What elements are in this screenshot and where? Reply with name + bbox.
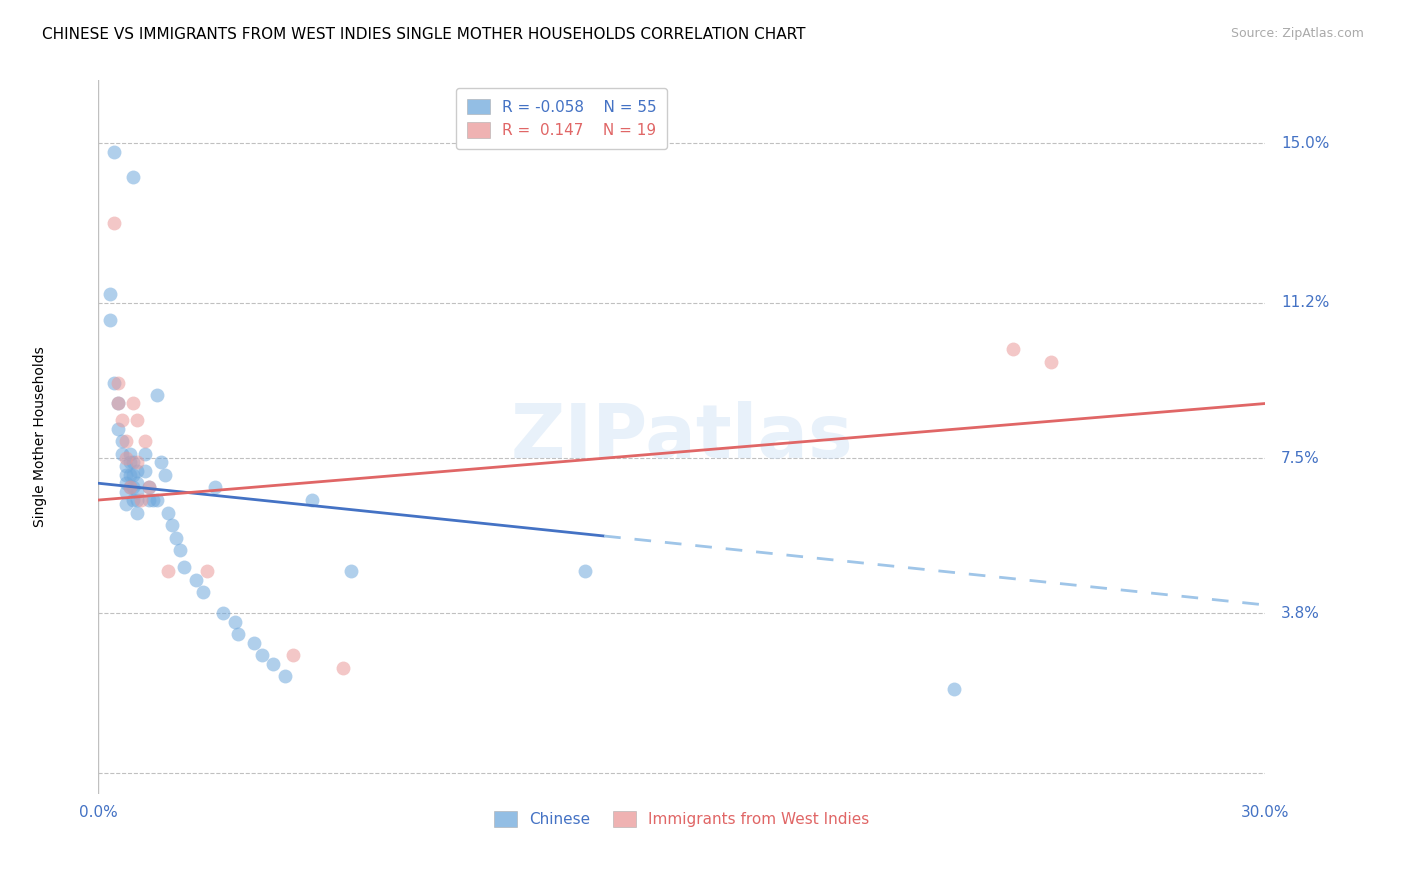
Point [301, 493, 323, 508]
Point [340, 565, 363, 579]
Point [165, 531, 187, 545]
Point [169, 543, 191, 558]
Point [103, 145, 125, 159]
Point [114, 497, 136, 511]
Point [107, 422, 129, 436]
Point [146, 493, 169, 508]
Point [122, 169, 145, 184]
Point [98, 312, 121, 326]
Point [134, 434, 156, 449]
Point [114, 476, 136, 491]
Point [127, 484, 149, 499]
Point [250, 648, 273, 663]
Point [281, 648, 304, 663]
Point [274, 669, 297, 683]
Point [142, 493, 165, 508]
Point [173, 560, 195, 574]
Point [103, 376, 125, 390]
Point [122, 467, 145, 482]
Point [98, 287, 121, 301]
Point [118, 480, 141, 494]
Point [127, 476, 149, 491]
Point [157, 565, 180, 579]
Point [118, 480, 141, 494]
Point [138, 493, 160, 508]
Point [107, 376, 129, 390]
Point [146, 388, 169, 402]
Point [122, 396, 145, 410]
Text: 7.5%: 7.5% [1281, 450, 1320, 466]
Point [127, 413, 149, 427]
Point [943, 681, 966, 696]
Point [118, 447, 141, 461]
Point [149, 455, 172, 469]
Text: ZIPatlas: ZIPatlas [510, 401, 853, 474]
Point [193, 585, 215, 599]
Point [111, 413, 134, 427]
Text: CHINESE VS IMMIGRANTS FROM WEST INDIES SINGLE MOTHER HOUSEHOLDS CORRELATION CHAR: CHINESE VS IMMIGRANTS FROM WEST INDIES S… [42, 27, 806, 42]
Point [111, 434, 134, 449]
Point [114, 484, 136, 499]
Point [228, 627, 250, 641]
Point [114, 467, 136, 482]
Point [195, 565, 218, 579]
Legend: Chinese, Immigrants from West Indies: Chinese, Immigrants from West Indies [485, 802, 879, 836]
Point [1040, 354, 1063, 368]
Text: Single Mother Households: Single Mother Households [34, 347, 46, 527]
Point [114, 451, 136, 466]
Point [184, 573, 207, 587]
Text: 11.2%: 11.2% [1281, 295, 1329, 310]
Point [138, 480, 160, 494]
Point [107, 396, 129, 410]
Point [153, 467, 176, 482]
Point [127, 455, 149, 469]
Text: Source: ZipAtlas.com: Source: ZipAtlas.com [1230, 27, 1364, 40]
Point [1001, 342, 1024, 356]
Point [122, 480, 145, 494]
Text: 3.8%: 3.8% [1281, 606, 1320, 621]
Point [122, 455, 145, 469]
Point [332, 661, 354, 675]
Point [118, 467, 141, 482]
Point [243, 636, 266, 650]
Point [162, 518, 184, 533]
Point [262, 657, 284, 671]
Point [107, 396, 129, 410]
Point [127, 506, 149, 520]
Point [127, 464, 149, 478]
Point [212, 607, 235, 621]
Point [134, 464, 156, 478]
Point [224, 615, 246, 629]
Point [114, 459, 136, 474]
Point [204, 480, 226, 494]
Point [127, 493, 149, 508]
Point [574, 565, 596, 579]
Point [114, 434, 136, 449]
Point [111, 447, 134, 461]
Point [134, 447, 156, 461]
Point [157, 506, 180, 520]
Point [122, 493, 145, 508]
Point [129, 493, 152, 508]
Point [118, 455, 141, 469]
Point [138, 480, 160, 494]
Point [103, 216, 125, 230]
Text: 15.0%: 15.0% [1281, 136, 1329, 151]
